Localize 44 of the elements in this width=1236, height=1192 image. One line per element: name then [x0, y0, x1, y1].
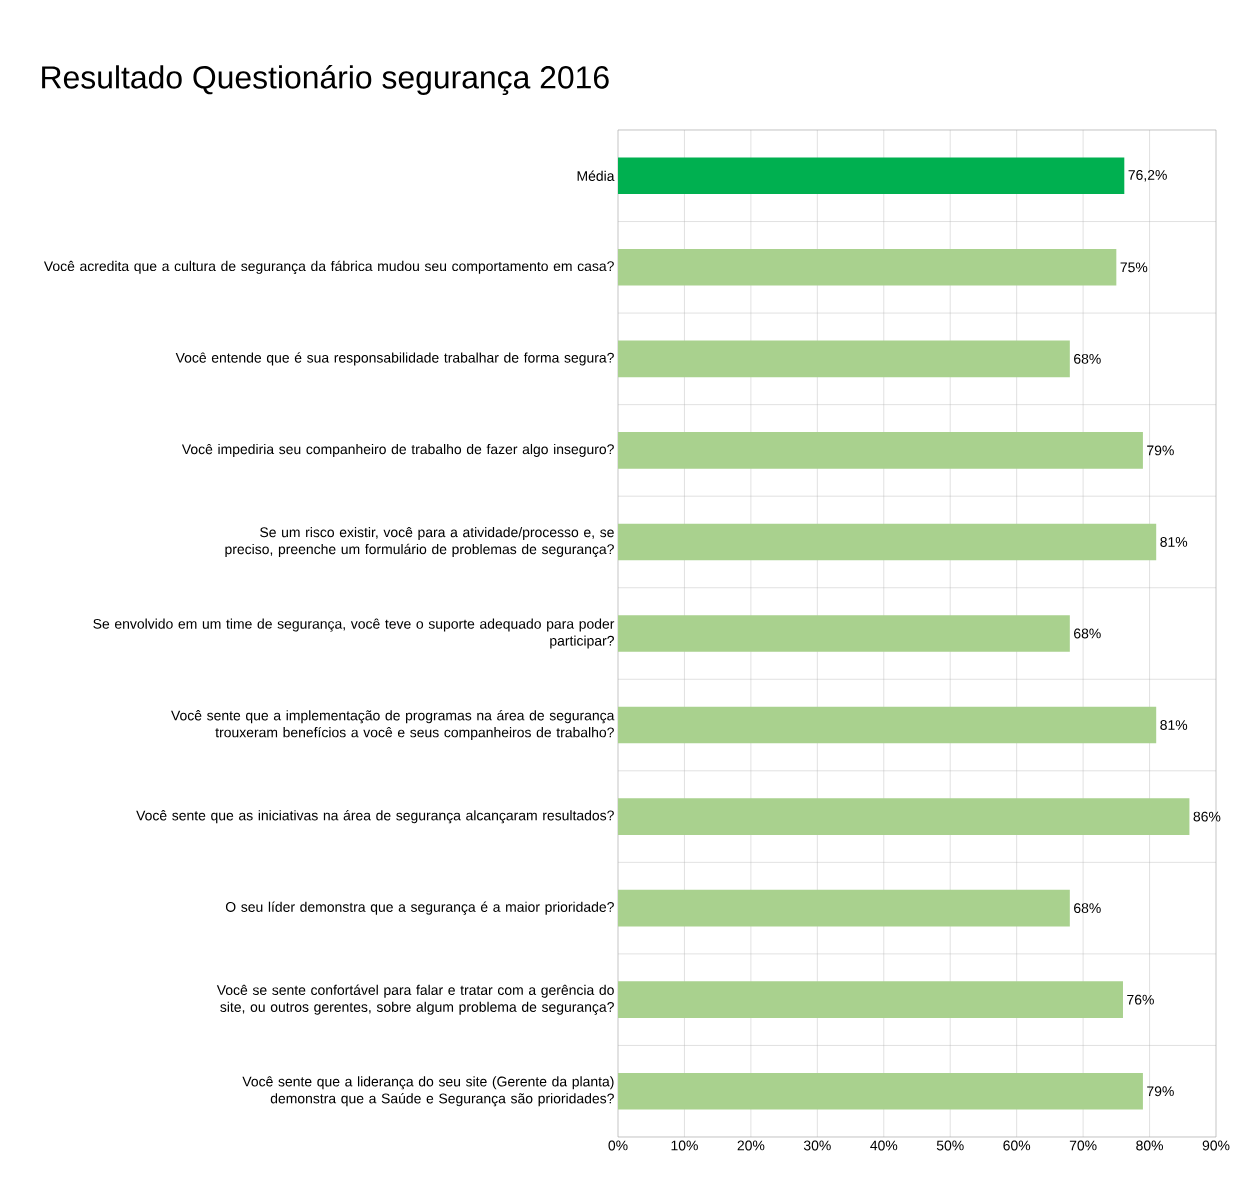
bar	[618, 889, 1070, 927]
y-tick-label: Se um risco existir, você para a atividade/processo e, se preciso, preenche um formulário de problemas de segurança?	[225, 526, 614, 557]
data-label: 81%	[1160, 537, 1188, 547]
y-tick-label: Se envolvido em um time de segurança, você teve o suporte adequado para poder participar?	[93, 618, 615, 649]
data-label: 79%	[1147, 445, 1174, 456]
y-tick-label: Você sente que as iniciativas na área de segurança alcançaram resultados?	[136, 809, 614, 824]
bar	[618, 249, 1117, 286]
x-tick-label: 90%	[1202, 1140, 1230, 1151]
bar	[618, 798, 1190, 835]
x-tick-label: 70%	[1069, 1140, 1097, 1151]
data-label: 81%	[1160, 720, 1188, 730]
bar	[618, 981, 1123, 1018]
y-tick-label: Você entende que é sua responsabilidade trabalhar de forma segura?	[175, 352, 614, 366]
bar	[618, 523, 1157, 561]
data-label: 76%	[1127, 994, 1154, 1005]
y-tick-label: Você acredita que a cultura de segurança da fábrica mudou seu comportamento em casa?	[43, 260, 614, 274]
x-tick-label: 30%	[803, 1140, 831, 1151]
data-label: 68%	[1074, 353, 1101, 364]
y-tick-label: Média	[577, 170, 615, 181]
bar	[618, 432, 1143, 469]
y-tick-label: O seu líder demonstra que a segurança é a maior prioridade?	[225, 901, 614, 915]
y-tick-label: Você impediria seu companheiro de trabalho de fazer algo inseguro?	[181, 443, 614, 457]
y-tick-label: Você se sente confortável para falar e tratar com a gerência do site, ou outros gerentes, sobre algum problema de segurança?	[216, 984, 614, 1015]
bar	[618, 1072, 1143, 1110]
x-tick-label: 50%	[936, 1140, 964, 1151]
y-tick-label: Você sente que a liderança do seu site (Gerente da planta) demonstra que a Saúde e Segurança são prioridades?	[242, 1076, 614, 1107]
x-tick-label: 20%	[737, 1140, 765, 1151]
data-label: 79%	[1147, 1086, 1174, 1097]
data-label: 86%	[1193, 811, 1221, 822]
bar	[618, 157, 1125, 195]
data-label: 68%	[1074, 628, 1101, 639]
x-tick-label: 40%	[870, 1140, 898, 1151]
data-label: 68%	[1074, 903, 1101, 914]
bar	[618, 340, 1070, 378]
bar	[618, 706, 1157, 744]
data-label: 75%	[1120, 262, 1148, 273]
x-tick-label: 60%	[1003, 1140, 1031, 1151]
x-tick-label: 0%	[608, 1140, 628, 1151]
text: Resultado Questionário segurança 2016	[42, 64, 609, 96]
bar	[618, 615, 1070, 652]
data-label: 76,2%	[1128, 169, 1167, 182]
x-tick-label: 80%	[1136, 1140, 1164, 1151]
y-tick-label: Você sente que a implementação de programas na área de segurança trouxeram benefícios a você e seus companheiros de trabalho?	[171, 709, 615, 741]
x-tick-label: 10%	[671, 1140, 698, 1151]
